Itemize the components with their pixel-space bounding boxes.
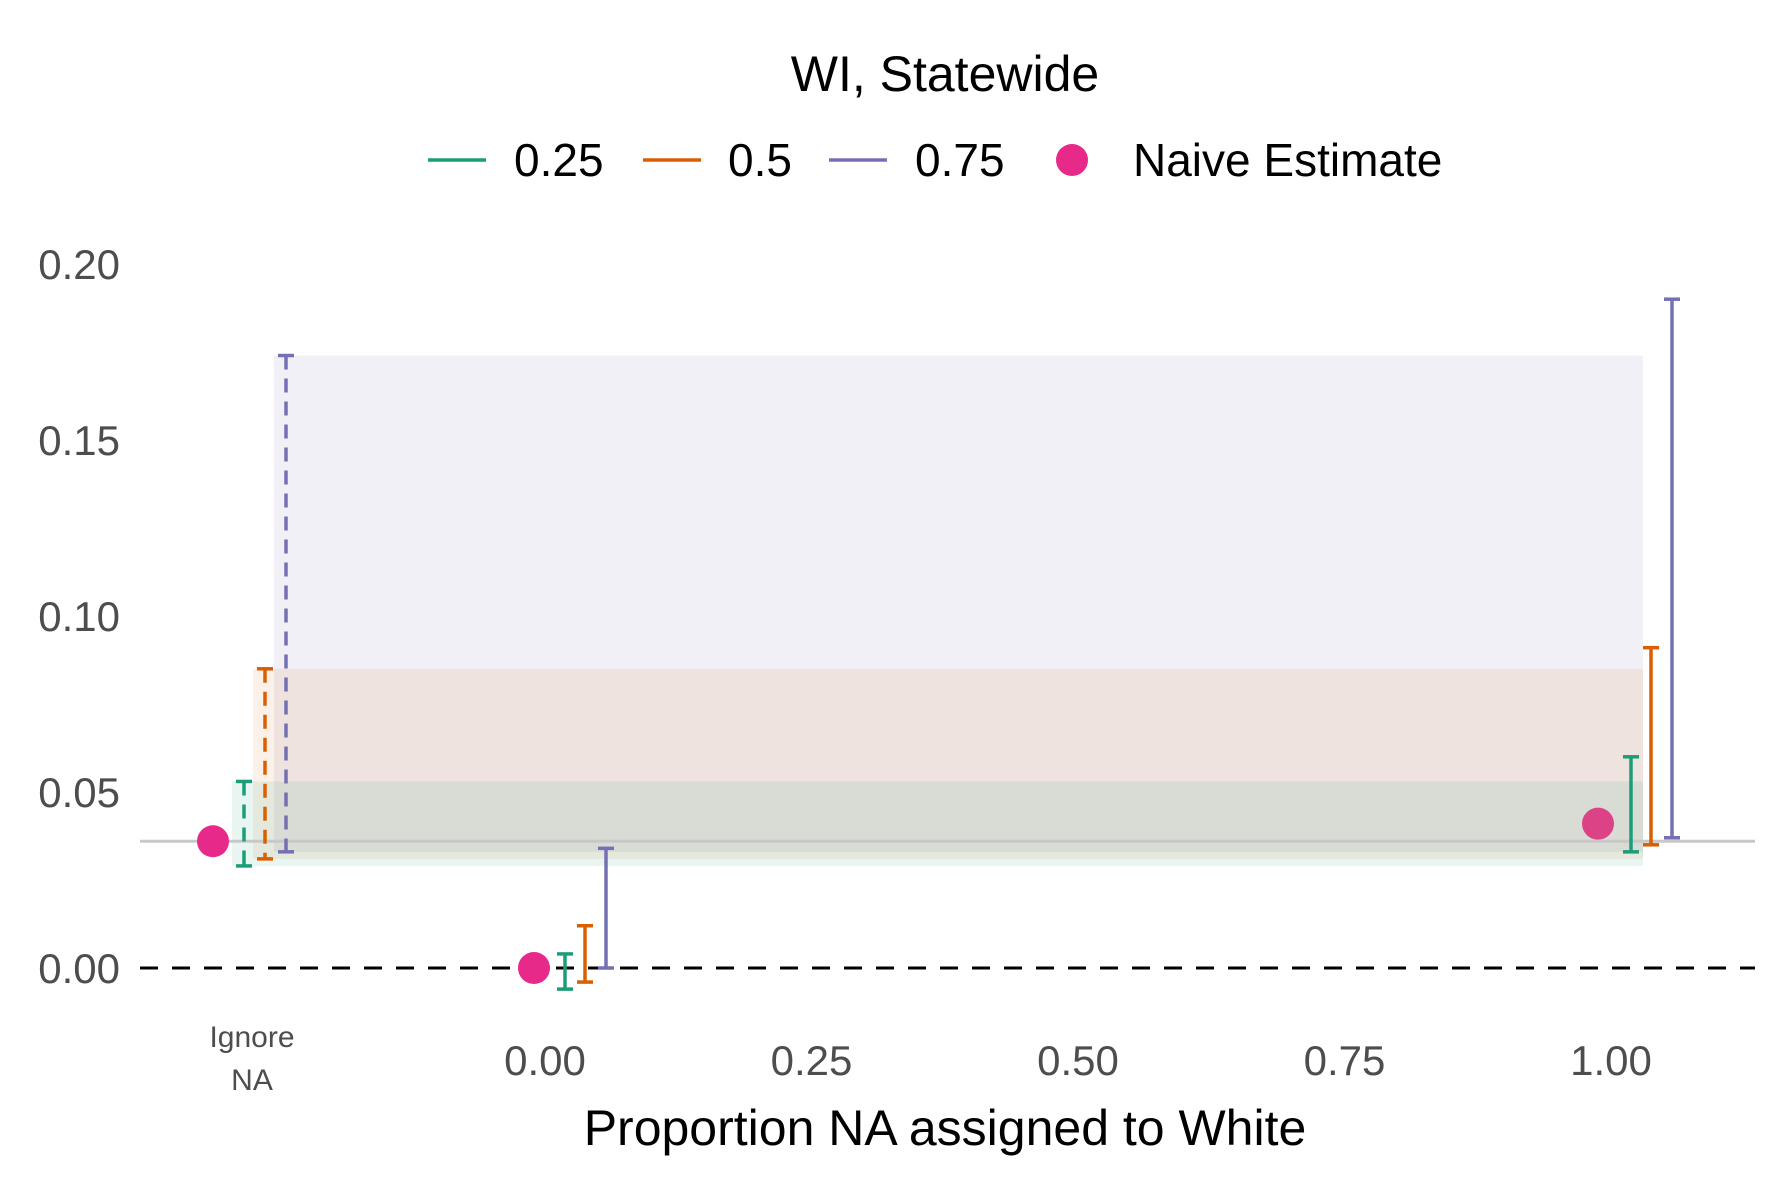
errorbar-ignore-na-0.25 [236, 779, 252, 868]
naive-estimate-point [518, 952, 550, 984]
legend-key-naive-estimate [1056, 144, 1088, 176]
band-0.5 [253, 668, 1643, 859]
legend-label: Naive Estimate [1133, 134, 1442, 186]
y-tick-label: 0.00 [38, 945, 120, 992]
error-bars [236, 297, 1680, 991]
band-0.75 [274, 355, 1643, 852]
band-0.25 [232, 781, 1643, 866]
y-axis-ticks: 0.00 0.05 0.10 0.15 0.20 [38, 241, 120, 992]
naive-estimate-points [197, 807, 1614, 984]
errorbar-0.75-x0 [598, 846, 614, 970]
errorbar-0.25-x0 [557, 952, 573, 991]
chart-title: WI, Statewide [791, 46, 1099, 102]
x-tick-label: 0.50 [1037, 1037, 1119, 1084]
naive-estimate-point [1582, 807, 1614, 840]
y-tick-label: 0.15 [38, 417, 120, 464]
interval-bands [232, 355, 1643, 866]
y-tick-label: 0.10 [38, 593, 120, 640]
x-axis-special-label-line1: Ignore [209, 1021, 294, 1054]
reference-lines [140, 839, 1755, 970]
errorbar-0.5-x0 [577, 924, 593, 984]
errorbar-0.25-x1 [1623, 755, 1639, 854]
y-tick-label: 0.20 [38, 241, 120, 288]
x-tick-label: 0.75 [1304, 1037, 1386, 1084]
errorbar-ignore-na-0.75 [278, 353, 294, 854]
x-axis-ticks: 0.00 0.25 0.50 0.75 1.00 [504, 1037, 1652, 1084]
legend: 0.25 0.5 0.75 Naive Estimate [428, 134, 1442, 186]
naive-estimate-point [197, 825, 229, 858]
legend-label: 0.5 [728, 134, 792, 186]
errorbar-ignore-na-0.5 [257, 667, 273, 861]
errorbar-0.75-x1 [1664, 297, 1680, 840]
x-tick-label: 0.00 [504, 1037, 586, 1084]
legend-label: 0.25 [514, 134, 604, 186]
x-axis-title: Proportion NA assigned to White [584, 1100, 1307, 1156]
x-axis-special-label-line2: NA [231, 1064, 273, 1097]
errorbar-0.5-x1 [1643, 645, 1659, 847]
y-tick-label: 0.05 [38, 769, 120, 816]
x-tick-label: 1.00 [1570, 1037, 1652, 1084]
x-tick-label: 0.25 [771, 1037, 853, 1084]
legend-label: 0.75 [915, 134, 1005, 186]
